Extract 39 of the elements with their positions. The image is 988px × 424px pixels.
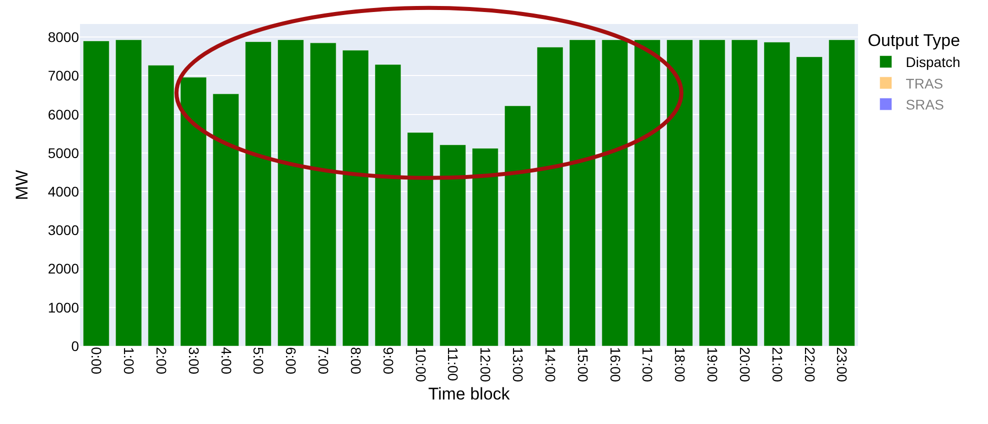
- x-tick-label: 11:00: [445, 347, 462, 382]
- x-tick-label: 0:00: [88, 347, 105, 374]
- x-tick-label: 18:00: [672, 347, 688, 382]
- x-tick-label: 15:00: [574, 347, 591, 382]
- y-tick-label: 3000: [48, 222, 80, 238]
- x-tick-label: 8:00: [348, 347, 364, 374]
- x-tick-label: 16:00: [607, 347, 624, 382]
- x-tick-label: 21:00: [769, 347, 786, 382]
- x-tick-label: 19:00: [704, 347, 721, 382]
- y-tick-label: 8000: [48, 29, 80, 46]
- x-tick-label: 1:00: [121, 347, 138, 374]
- y-tick-label: 5000: [48, 144, 80, 161]
- y-tick-label: 0: [71, 338, 80, 354]
- legend-label: SRAS: [906, 96, 944, 113]
- x-tick-label: 13:00: [510, 347, 526, 382]
- x-tick-label: 14:00: [542, 347, 558, 382]
- x-tick-label: 4:00: [218, 347, 234, 374]
- x-axis-title: Time block: [428, 384, 510, 404]
- x-tick-label: 17:00: [640, 347, 656, 382]
- x-tick-label: 7:00: [316, 347, 332, 374]
- legend-label: Dispatch: [906, 54, 960, 70]
- x-tick-label: 2:00: [153, 347, 170, 374]
- y-axis-title: MW: [12, 170, 32, 200]
- legend-title: Output Type: [868, 31, 960, 50]
- x-tick-label: 3:00: [186, 347, 202, 374]
- x-tick-label: 9:00: [380, 347, 396, 374]
- x-tick-label: 10:00: [412, 347, 429, 382]
- x-tick-label: 20:00: [736, 347, 753, 382]
- x-tick-label: 12:00: [478, 347, 494, 382]
- y-tick-label: 7000: [48, 68, 80, 84]
- x-tick-label: 22:00: [802, 347, 818, 382]
- x-tick-label: 23:00: [834, 347, 850, 382]
- y-tick-label: 2000: [48, 260, 80, 277]
- x-tick-label: 5:00: [250, 347, 267, 374]
- y-tick-label: 6000: [48, 106, 80, 122]
- legend-label: TRAS: [906, 75, 944, 92]
- x-tick-label: 6:00: [283, 347, 300, 374]
- y-tick-label: 1000: [48, 299, 80, 316]
- y-tick-label: 4000: [48, 183, 80, 200]
